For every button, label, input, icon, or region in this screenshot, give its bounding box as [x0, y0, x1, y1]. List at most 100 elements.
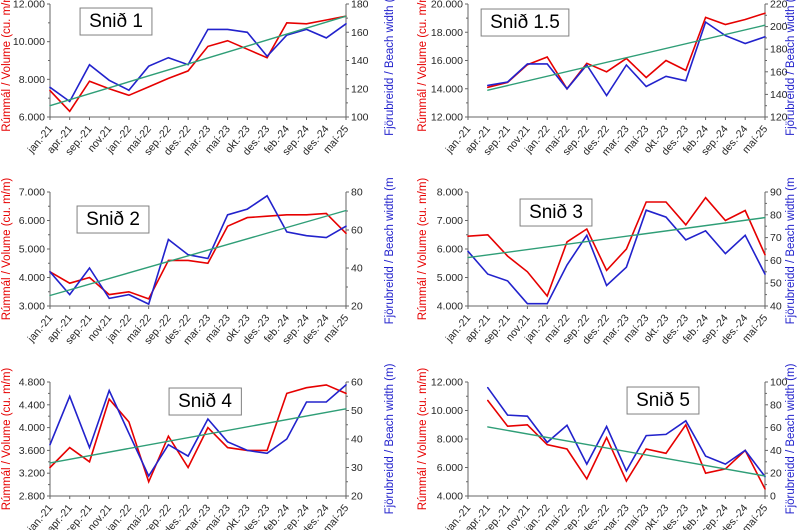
line-chart-snið-1.5: 12.000 14.000 16.000 18.000 20.000 120 140 160 1… [417, 0, 797, 158]
right-tick-label: 220 [770, 0, 788, 11]
left-tick-label: 5.000 [437, 272, 463, 284]
right-tick-label: 160 [351, 27, 369, 39]
right-axis-title: Fjörubreidd / Beach width (m) [384, 178, 396, 324]
line-chart-snið-1: 6.0008.00010.00012.000100120140160180jan… [1, 0, 396, 158]
left-tick-label: 4.800 [19, 377, 45, 389]
right-tick-label: 0 [770, 491, 776, 503]
right-tick-label: 30 [351, 462, 363, 474]
left-tick-label: 5.000 [19, 244, 45, 256]
chart-title-box [519, 198, 593, 227]
chart-title-box [79, 7, 153, 36]
line-chart-snið-4: 2.800 3.200 3.600 4.000 4.400 4.800 20 30 40 50 60… [1, 363, 396, 530]
right-tick-label: 100 [351, 112, 369, 124]
right-tick-label: 180 [351, 0, 369, 11]
chart-snid-1-5: 12.000 14.000 16.000 18.000 20.000 120 140 160 1… [400, 0, 800, 178]
right-tick-label: 60 [770, 422, 782, 434]
right-tick-label: 20 [351, 491, 363, 503]
chart-title: Snið 3 [529, 202, 583, 223]
right-tick-label: 80 [770, 209, 782, 221]
left-tick-label: 4.000 [437, 491, 463, 503]
left-tick-label: 6.000 [19, 215, 45, 227]
chart-title-box [480, 8, 570, 37]
left-tick-label: 18.000 [431, 27, 463, 39]
left-tick-label: 4.000 [19, 272, 45, 284]
right-axis-title: Fjörubreidd / Beach width (m) [785, 363, 797, 514]
trend-line [487, 24, 766, 91]
right-tick-label: 80 [351, 187, 363, 199]
right-axis-title: Fjörubreidd / Beach width (m) [785, 0, 797, 136]
left-tick-label: 7.000 [437, 215, 463, 227]
left-tick-label: 10.000 [13, 36, 45, 48]
left-axis-title: Rúmmál / Volume (cu. m/m) [417, 0, 429, 132]
left-tick-label: 3.200 [19, 468, 45, 480]
right-tick-label: 160 [770, 66, 788, 78]
chart-snid-1: 6.000 8.000 10.000 12.000 100 120 140 160 180 jan… [0, 0, 400, 178]
left-tick-label: 6.000 [19, 112, 45, 124]
left-axis-title: Rúmmál / Volume (cu. m/m) [1, 368, 13, 511]
beach-width-line [49, 194, 347, 306]
volume-line [49, 384, 347, 485]
chart-snid-5: 4.000 6.000 8.000 10.000 12.000 0 20 40 60 80 100 j… [400, 360, 800, 530]
left-tick-label: 2.800 [19, 491, 45, 503]
right-axis-title: Fjörubreidd / Beach width (m) [785, 178, 797, 324]
trend-line [49, 15, 347, 107]
chart-title: Snið 5 [636, 390, 690, 411]
right-tick-label: 200 [770, 21, 788, 33]
left-tick-label: 16.000 [431, 55, 463, 67]
left-tick-label: 4.000 [437, 301, 463, 313]
right-tick-label: 120 [351, 83, 369, 95]
right-tick-label: 180 [770, 44, 788, 56]
chart-title: Snið 1 [89, 11, 143, 32]
volume-line [487, 399, 766, 490]
trend-line [467, 216, 766, 259]
right-tick-label: 80 [770, 399, 782, 411]
beach-width-line [467, 209, 766, 305]
beach-width-line [49, 22, 347, 103]
left-tick-label: 20.000 [431, 0, 463, 11]
right-tick-label: 50 [770, 278, 782, 290]
right-tick-label: 120 [770, 112, 788, 124]
left-tick-label: 10.000 [431, 405, 463, 417]
left-axis-title: Rúmmál / Volume (cu. m/m) [1, 178, 13, 320]
left-tick-label: 8.000 [19, 74, 45, 86]
right-tick-label: 140 [770, 89, 788, 101]
chart-title-box [168, 387, 242, 416]
line-chart-snið-2: 3.0004.0005.0006.0007.00020406080jan.-21… [1, 178, 396, 347]
left-tick-label: 4.400 [19, 399, 45, 411]
left-tick-label: 14.000 [431, 83, 463, 95]
chart-title: Snið 2 [86, 209, 140, 230]
right-tick-label: 40 [770, 445, 782, 457]
right-tick-label: 20 [351, 301, 363, 313]
left-axis-title: Rúmmál / Volume (cu. m/m) [1, 0, 13, 132]
chart-title-box [76, 205, 150, 234]
trend-line [49, 209, 347, 297]
volume-line [49, 15, 347, 113]
left-tick-label: 7.000 [19, 187, 45, 199]
chart-snid-2: 3.000 4.000 5.000 6.000 7.000 20 40 60 80 jan.-21… [0, 178, 400, 360]
right-tick-label: 50 [351, 405, 363, 417]
right-tick-label: 70 [770, 232, 782, 244]
left-tick-label: 6.000 [437, 462, 463, 474]
trend-line [487, 426, 766, 477]
right-tick-label: 20 [770, 468, 782, 480]
left-tick-label: 12.000 [431, 112, 463, 124]
right-tick-label: 40 [770, 301, 782, 313]
chart-snid-4: 2.800 3.200 3.600 4.000 4.400 4.800 20 30 40 50 60… [0, 360, 400, 530]
trend-line [49, 408, 347, 464]
right-tick-label: 40 [351, 434, 363, 446]
chart-title-box [626, 386, 700, 415]
volume-line [49, 212, 347, 300]
left-tick-label: 8.000 [437, 187, 463, 199]
beach-width-line [49, 384, 347, 478]
line-chart-snið-5: 4.0006.0008.00010.00012.000020406080100j… [417, 363, 797, 530]
right-tick-label: 40 [351, 263, 363, 275]
right-tick-label: 60 [351, 377, 363, 389]
line-chart-snið-3: 4.0005.0006.0007.0008.000405060708090jan… [417, 178, 797, 347]
right-tick-label: 60 [770, 255, 782, 267]
volume-line [467, 196, 766, 298]
chart-title: Snið 4 [178, 391, 232, 412]
right-axis-title: Fjörubreidd / Beach width (m) [384, 0, 396, 136]
beach-width-line [487, 20, 766, 97]
right-tick-label: 90 [770, 187, 782, 199]
